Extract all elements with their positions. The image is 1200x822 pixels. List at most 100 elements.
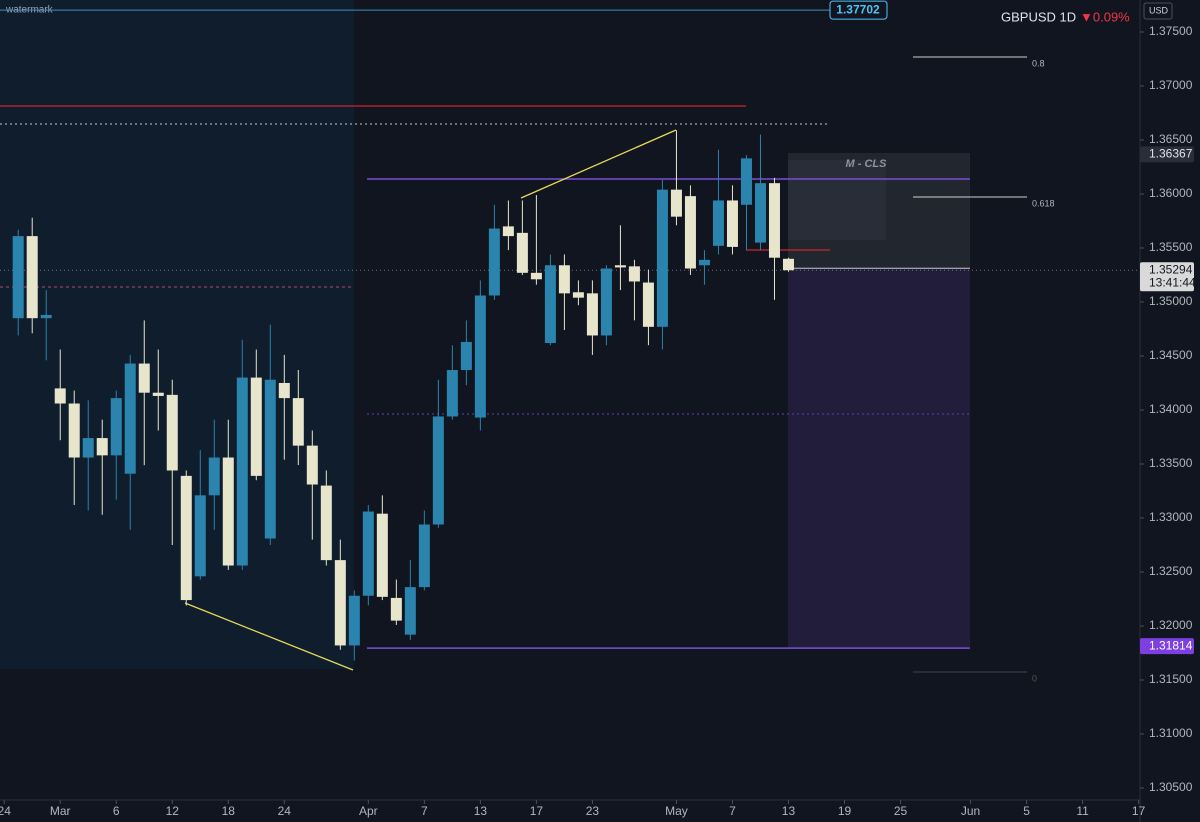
candle-body	[586, 293, 598, 336]
currency-box	[1143, 2, 1173, 20]
candle-body	[334, 560, 346, 646]
y-tick-label: 1.35500	[1149, 240, 1193, 254]
y-tick-label: 1.32000	[1149, 618, 1193, 632]
candle-body	[726, 200, 738, 247]
y-tick-label: 1.37000	[1149, 78, 1193, 92]
x-tick-label: 13	[474, 804, 488, 818]
candle-body	[12, 236, 24, 319]
candle-body	[26, 236, 38, 319]
stop-box	[788, 268, 970, 649]
candle-body	[208, 457, 220, 496]
zone-panel	[0, 0, 354, 669]
x-tick-label: 7	[421, 804, 428, 818]
candle-body	[656, 189, 668, 327]
y-tick-label: 1.36000	[1149, 186, 1193, 200]
candle-body	[684, 196, 696, 269]
fib-label: 0	[1032, 673, 1037, 683]
fib-label: 0.8	[1032, 58, 1045, 68]
candle-body	[40, 314, 52, 319]
candle-body	[558, 265, 570, 294]
candle-body	[670, 189, 682, 217]
candle-body	[614, 265, 626, 268]
target-inner	[788, 160, 886, 240]
candle-body	[54, 388, 66, 404]
candle-body	[68, 403, 80, 458]
candle-body	[600, 268, 612, 336]
candle-body	[348, 595, 360, 646]
trend-line	[520, 129, 677, 199]
x-tick-label: 23	[586, 804, 600, 818]
candle-body	[376, 513, 388, 597]
box-label: M - CLS	[846, 158, 888, 170]
x-tick-label: May	[665, 804, 688, 818]
candle-body	[390, 597, 402, 621]
x-tick-label: 7	[729, 804, 736, 818]
level-high-label: 1.36367	[1149, 147, 1193, 161]
x-tick-label: 17	[1132, 804, 1146, 818]
candle-body	[698, 259, 710, 266]
level-low-box	[1140, 638, 1194, 655]
candle-body	[362, 511, 374, 596]
candle-body	[544, 265, 556, 344]
candle-body	[530, 272, 542, 280]
y-tick-label: 1.36500	[1149, 132, 1193, 146]
x-tick-label: Mar	[50, 804, 71, 818]
candle-body	[712, 200, 724, 246]
candle-body	[768, 183, 780, 258]
candle-body	[628, 266, 640, 282]
y-tick-label: 1.33000	[1149, 510, 1193, 524]
y-tick-label: 1.35000	[1149, 294, 1193, 308]
x-tick-label: 12	[166, 804, 180, 818]
candle-body	[194, 495, 206, 577]
x-tick-label: 17	[530, 804, 544, 818]
y-tick-label: 1.34500	[1149, 348, 1193, 362]
candle-body	[320, 485, 332, 561]
trend-line	[184, 602, 354, 671]
level-high-box	[1140, 146, 1194, 163]
candle-body	[446, 370, 458, 417]
last-price-box	[1140, 262, 1194, 292]
candle-body	[152, 392, 164, 396]
x-tick-label: 18	[222, 804, 236, 818]
alert-box	[829, 0, 888, 20]
x-tick-label: 19	[838, 804, 852, 818]
candle-body	[180, 475, 192, 601]
candle-body	[166, 394, 178, 471]
candle-body	[124, 363, 136, 474]
candle-body	[754, 183, 766, 243]
candle-body	[418, 524, 430, 588]
candle-body	[250, 377, 262, 476]
currency: USD	[1149, 5, 1169, 15]
candle-body	[138, 363, 150, 393]
change-label: ▼0.09%	[1080, 9, 1130, 24]
candle-body	[432, 416, 444, 525]
x-tick-label: 25	[894, 804, 908, 818]
candle-body	[516, 232, 528, 273]
candle-body	[306, 445, 318, 485]
y-tick-label: 1.33500	[1149, 456, 1193, 470]
candle-body	[782, 258, 794, 271]
y-tick-label: 1.34000	[1149, 402, 1193, 416]
chart-title: GBPUSD 1D	[1001, 9, 1076, 24]
candle-body	[82, 438, 94, 458]
candle-body	[572, 292, 584, 298]
y-tick-label: 1.37500	[1149, 24, 1193, 38]
candle-body	[642, 282, 654, 327]
y-tick-label: 1.31500	[1149, 672, 1193, 686]
candle-body	[740, 158, 752, 205]
candle-body	[236, 377, 248, 566]
fib-label: 0.618	[1032, 198, 1055, 208]
countdown: 13:41:44	[1149, 275, 1196, 289]
x-tick-label: 5	[1023, 804, 1030, 818]
level-low-label: 1.31814	[1149, 638, 1193, 652]
x-tick-label: 24	[278, 804, 292, 818]
candle-body	[404, 587, 416, 635]
y-tick-label: 1.30500	[1149, 780, 1193, 794]
candle-body	[264, 379, 276, 539]
x-tick-label: 11	[1076, 804, 1089, 818]
candle-body	[96, 438, 108, 456]
x-tick-label: 24	[0, 804, 11, 818]
candle-body	[488, 228, 500, 296]
